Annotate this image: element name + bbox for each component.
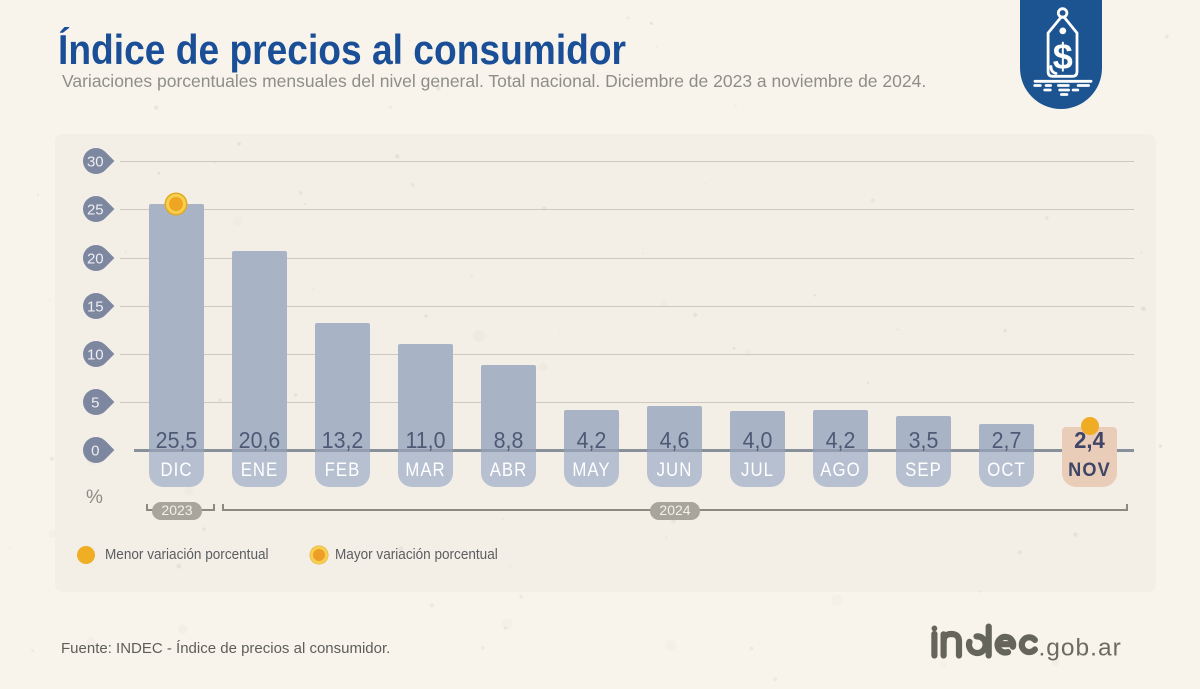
svg-text:.gob.ar: .gob.ar	[1039, 635, 1122, 662]
svg-text:$: $	[1053, 36, 1073, 77]
